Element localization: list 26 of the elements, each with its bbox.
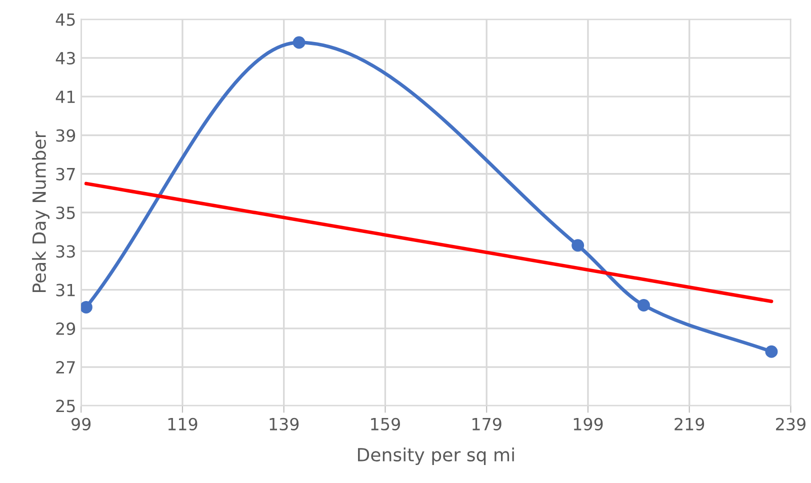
y-tick-label: 37 xyxy=(56,168,75,180)
x-tick-label: 99 xyxy=(72,418,91,430)
y-tick-label: 29 xyxy=(56,322,76,336)
point xyxy=(81,300,92,314)
x-tick-label: 219 xyxy=(674,418,704,430)
y-tick-label: 45 xyxy=(56,14,75,26)
point xyxy=(572,239,584,252)
y-tick-label: 31 xyxy=(56,284,75,296)
y-tick-label: 39 xyxy=(56,129,76,142)
point xyxy=(292,36,306,49)
y-tick-label: 33 xyxy=(56,245,75,258)
y-tick-label: 35 xyxy=(56,206,75,220)
x-tick-label: 179 xyxy=(472,418,502,430)
y-tick-label: 25 xyxy=(56,400,75,412)
x-tick-label: 199 xyxy=(574,418,603,430)
y-axis-title: Peak Day Number xyxy=(32,131,50,292)
y-tick-label: 43 xyxy=(56,52,75,65)
x-tick-label: 159 xyxy=(371,418,400,430)
point xyxy=(765,345,778,358)
point xyxy=(637,299,650,312)
y-tick-label: 27 xyxy=(56,361,75,374)
x-axis-title: Density per sq mi xyxy=(358,448,514,466)
x-tick-label: 119 xyxy=(168,418,198,430)
y-tick-label: 41 xyxy=(56,90,75,103)
x-tick-label: 139 xyxy=(270,418,299,430)
x-tick-label: 239 xyxy=(776,418,806,430)
